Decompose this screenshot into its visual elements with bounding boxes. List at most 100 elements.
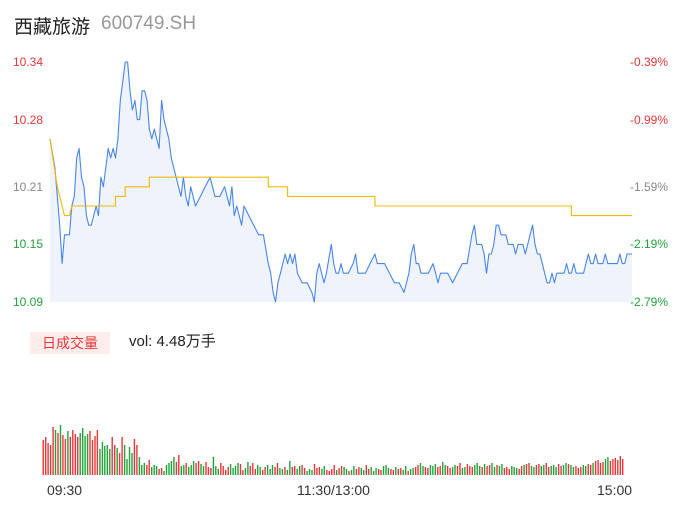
volume-bar [535,465,538,475]
volume-bar [274,467,276,475]
volume-bar [128,447,131,475]
volume-bar [370,467,372,475]
stock-code: 600749.SH [101,13,197,34]
volume-bar [67,431,69,475]
volume-bar [530,466,533,475]
volume-bar [414,467,417,475]
volume-bar [57,433,59,475]
volume-bar [491,463,493,475]
volume-bar [540,466,542,475]
volume-bar [192,461,195,475]
volume-bar [104,446,106,475]
volume-bar [592,463,594,475]
volume-bar [91,440,94,475]
volume-bar [483,464,486,475]
volume-bar [148,460,150,475]
volume-bar [612,459,614,475]
volume-bar [180,466,182,475]
volume-bar [62,435,64,475]
volume-bar [469,466,471,475]
volume-bar [476,463,478,475]
volume-bar [390,469,392,475]
volume-bar [400,468,402,475]
volume-bar [590,465,592,475]
volume-bar [617,460,619,475]
volume-tag[interactable]: 日成交量 [30,332,110,354]
volume-bar [508,469,510,475]
volume-bar [461,468,464,475]
volume-bar [84,436,86,475]
volume-bar [111,437,113,475]
volume-bar [493,467,496,475]
volume-bar [254,469,256,475]
volume-bar [555,467,557,475]
volume-bar [459,463,461,475]
volume-bar [550,466,552,475]
volume-bar [94,436,96,475]
volume-bar [382,466,385,475]
volume-bar [520,466,523,475]
volume-bar [553,465,555,475]
volume-bar [165,465,168,475]
volume-bar [126,459,128,475]
volume-bar [619,456,621,475]
volume-bar [336,470,338,475]
volume-bar [64,439,67,475]
volume-bar [205,462,207,475]
volume-bar [402,470,404,475]
volume-bar [225,470,227,475]
volume-bar [244,468,247,475]
volume-bar [557,464,560,475]
volume-bar [496,465,498,475]
volume-bar [143,463,145,475]
volume-bar [427,468,429,475]
volume-bar [259,467,261,475]
volume-bar [343,467,345,475]
volume-bar [368,469,370,475]
volume-bar [294,466,296,475]
volume-bar [409,469,412,475]
volume-bar [442,462,444,475]
volume-bar [183,465,185,475]
volume-bar [316,468,318,475]
volume-bar [52,427,54,475]
volume-bar [101,442,104,475]
volume-bar [338,468,340,475]
volume-bar [79,433,81,475]
volume-bar [614,458,616,475]
volume-bar [506,467,508,475]
volume-bar [417,465,419,475]
volume-bar [247,462,249,475]
volume-bar [116,448,118,475]
volume-bar [528,463,530,475]
volume-bar [348,471,350,475]
volume-bar [577,468,579,475]
volume-bar [429,465,432,475]
volume-bar [237,463,239,475]
volume-bar [353,466,355,475]
price-tick-label: 10.09 [13,295,44,309]
volume-bar [173,457,175,475]
volume-bar [597,460,599,475]
volume-bar [587,464,589,475]
volume-bar [202,466,205,475]
volume-bar [313,464,316,475]
volume-bar [306,471,308,475]
volume-bar [118,453,121,475]
volume-bar [580,467,582,475]
volume-bar [488,465,491,475]
volume-bar [264,467,266,475]
volume-bar [572,467,575,475]
x-tick-label: 15:00 [597,482,633,498]
volume-bar [439,466,441,475]
volume-bar [333,465,335,475]
volume-bar [407,471,409,475]
volume-bar [74,434,76,475]
volume-bar [175,462,178,475]
volume-bar [308,469,311,475]
x-tick-label: 09:30 [47,482,83,498]
volume-bar [299,466,301,475]
volume-bar [109,449,111,475]
volume-bar [286,470,288,475]
volume-bar [471,467,473,475]
